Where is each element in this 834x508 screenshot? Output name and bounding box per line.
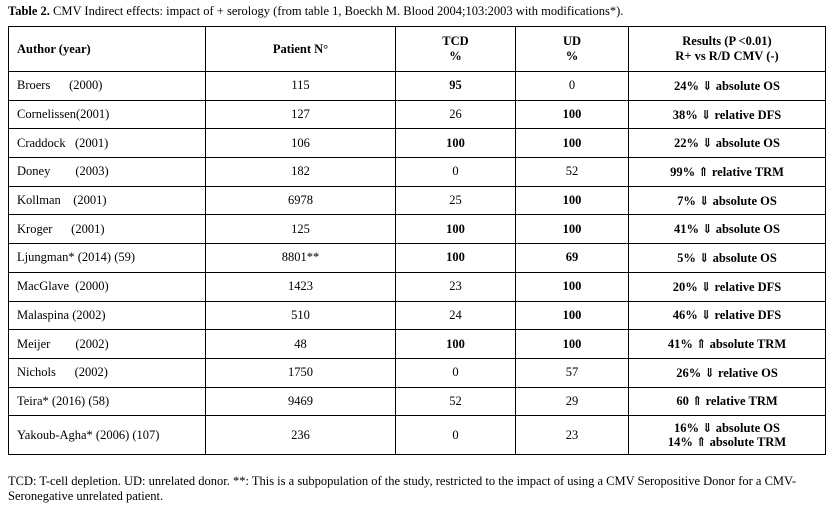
cell-patient: 1750: [205, 357, 396, 388]
cell-result: 20% ⇓ relative DFS: [628, 271, 826, 302]
cell-author: Yakoub-Agha* (2006) (107): [8, 415, 206, 456]
cell-result-line2: 14% ⇑ absolute TRM: [667, 435, 787, 450]
cell-author: MacGlave (2000): [8, 271, 206, 302]
header-results-line1: Results (P <0.01): [682, 34, 772, 48]
cell-patient: 1423: [205, 271, 396, 302]
table-row-last: Yakoub-Agha* (2006) (107) 236 0 23 16% ⇓…: [8, 415, 826, 456]
cell-tcd: 26: [395, 99, 516, 130]
table-row: Kollman (2001) 6978 25 100 7% ⇓ absolute…: [8, 185, 826, 216]
cell-tcd: 100: [395, 243, 516, 273]
cell-result: 41% ⇓ absolute OS: [628, 214, 826, 245]
cell-author: Cornelissen(2001): [8, 99, 206, 130]
table-footnote: TCD: T-cell depletion. UD: unrelated don…: [8, 474, 797, 503]
cell-ud: 52: [515, 157, 629, 187]
cell-patient: 106: [205, 128, 396, 159]
table-caption-text: CMV Indirect effects: impact of + serolo…: [49, 4, 624, 18]
cell-result: 38% ⇓ relative DFS: [628, 99, 826, 130]
table-row: MacGlave (2000) 1423 23 100 20% ⇓ relati…: [8, 271, 826, 302]
table-row: Broers (2000) 115 95 0 24% ⇓ absolute OS: [8, 71, 826, 101]
table-row: Craddock (2001) 106 100 100 22% ⇓ absolu…: [8, 128, 826, 159]
cell-tcd: 23: [395, 271, 516, 302]
cell-patient: 8801**: [205, 243, 396, 273]
cell-patient: 182: [205, 157, 396, 187]
cell-tcd: 100: [395, 128, 516, 159]
table-row: Meijer (2002) 48 100 100 41% ⇑ absolute …: [8, 329, 826, 359]
cell-result: 22% ⇓ absolute OS: [628, 128, 826, 159]
header-ud: UD%: [515, 26, 629, 72]
header-tcd-line2: %: [449, 49, 462, 63]
cell-patient: 125: [205, 214, 396, 245]
table-body: Broers (2000) 115 95 0 24% ⇓ absolute OS…: [8, 71, 826, 456]
cell-result: 60 ⇑ relative TRM: [628, 386, 826, 417]
cell-tcd: 0: [395, 415, 516, 456]
cell-ud: 0: [515, 71, 629, 101]
cell-author: Nichols (2002): [8, 357, 206, 388]
cell-author: Meijer (2002): [8, 329, 206, 359]
cell-result: 46% ⇓ relative DFS: [628, 300, 826, 331]
cell-author: Kollman (2001): [8, 185, 206, 216]
cell-result: 5% ⇓ absolute OS: [628, 243, 826, 273]
header-tcd: TCD%: [395, 26, 516, 72]
cell-patient: 510: [205, 300, 396, 331]
cell-tcd: 52: [395, 386, 516, 417]
cell-author: Doney (2003): [8, 157, 206, 187]
cell-ud: 100: [515, 300, 629, 331]
cell-tcd: 0: [395, 157, 516, 187]
header-results-line2: R+ vs R/D CMV (-): [675, 49, 779, 63]
cell-result: 16% ⇓ absolute OS 14% ⇑ absolute TRM: [628, 415, 826, 456]
cell-result: 7% ⇓ absolute OS: [628, 185, 826, 216]
cell-result: 24% ⇓ absolute OS: [628, 71, 826, 101]
cell-author: Malaspina (2002): [8, 300, 206, 331]
table-caption: Table 2. CMV Indirect effects: impact of…: [8, 4, 623, 19]
table-row: Kroger (2001) 125 100 100 41% ⇓ absolute…: [8, 214, 826, 245]
cell-tcd: 24: [395, 300, 516, 331]
cell-ud: 57: [515, 357, 629, 388]
cell-tcd: 95: [395, 71, 516, 101]
cell-author: Kroger (2001): [8, 214, 206, 245]
cell-ud: 100: [515, 214, 629, 245]
header-results: Results (P <0.01) R+ vs R/D CMV (-): [628, 26, 826, 72]
cell-ud: 100: [515, 185, 629, 216]
cell-ud: 100: [515, 99, 629, 130]
cell-author: Ljungman* (2014) (59): [8, 243, 206, 273]
cell-ud: 100: [515, 128, 629, 159]
cell-ud: 100: [515, 329, 629, 359]
cell-patient: 6978: [205, 185, 396, 216]
header-patient: Patient N°: [205, 26, 396, 72]
cell-author: Craddock (2001): [8, 128, 206, 159]
table-row: Doney (2003) 182 0 52 99% ⇑ relative TRM: [8, 157, 826, 187]
cell-tcd: 25: [395, 185, 516, 216]
cell-result: 99% ⇑ relative TRM: [628, 157, 826, 187]
cmv-effects-table: Author (year) Patient N° TCD% UD% Result…: [8, 26, 826, 456]
cell-tcd: 100: [395, 329, 516, 359]
cell-ud: 69: [515, 243, 629, 273]
cell-result-line1: 16% ⇓ absolute OS: [674, 421, 780, 436]
table-row: Teira* (2016) (58) 9469 52 29 60 ⇑ relat…: [8, 386, 826, 417]
cell-tcd: 100: [395, 214, 516, 245]
cell-result: 26% ⇓ relative OS: [628, 357, 826, 388]
header-author: Author (year): [8, 26, 206, 72]
table-row: Cornelissen(2001) 127 26 100 38% ⇓ relat…: [8, 99, 826, 130]
table-row: Malaspina (2002) 510 24 100 46% ⇓ relati…: [8, 300, 826, 331]
cell-patient: 127: [205, 99, 396, 130]
table-row: Nichols (2002) 1750 0 57 26% ⇓ relative …: [8, 357, 826, 388]
cell-ud: 29: [515, 386, 629, 417]
cell-ud: 100: [515, 271, 629, 302]
cell-patient: 48: [205, 329, 396, 359]
cell-author: Broers (2000): [8, 71, 206, 101]
table-caption-label: Table 2.: [8, 4, 50, 18]
cell-ud: 23: [515, 415, 629, 456]
header-ud-line2: %: [565, 49, 579, 63]
header-tcd-line1: TCD: [442, 34, 469, 48]
cell-tcd: 0: [395, 357, 516, 388]
cell-patient: 9469: [205, 386, 396, 417]
cell-patient: 236: [205, 415, 396, 456]
cell-patient: 115: [205, 71, 396, 101]
cell-author: Teira* (2016) (58): [8, 386, 206, 417]
table-header-row: Author (year) Patient N° TCD% UD% Result…: [8, 26, 826, 72]
cell-result: 41% ⇑ absolute TRM: [628, 329, 826, 359]
table-row: Ljungman* (2014) (59) 8801** 100 69 5% ⇓…: [8, 243, 826, 273]
header-ud-line1: UD: [562, 34, 582, 48]
